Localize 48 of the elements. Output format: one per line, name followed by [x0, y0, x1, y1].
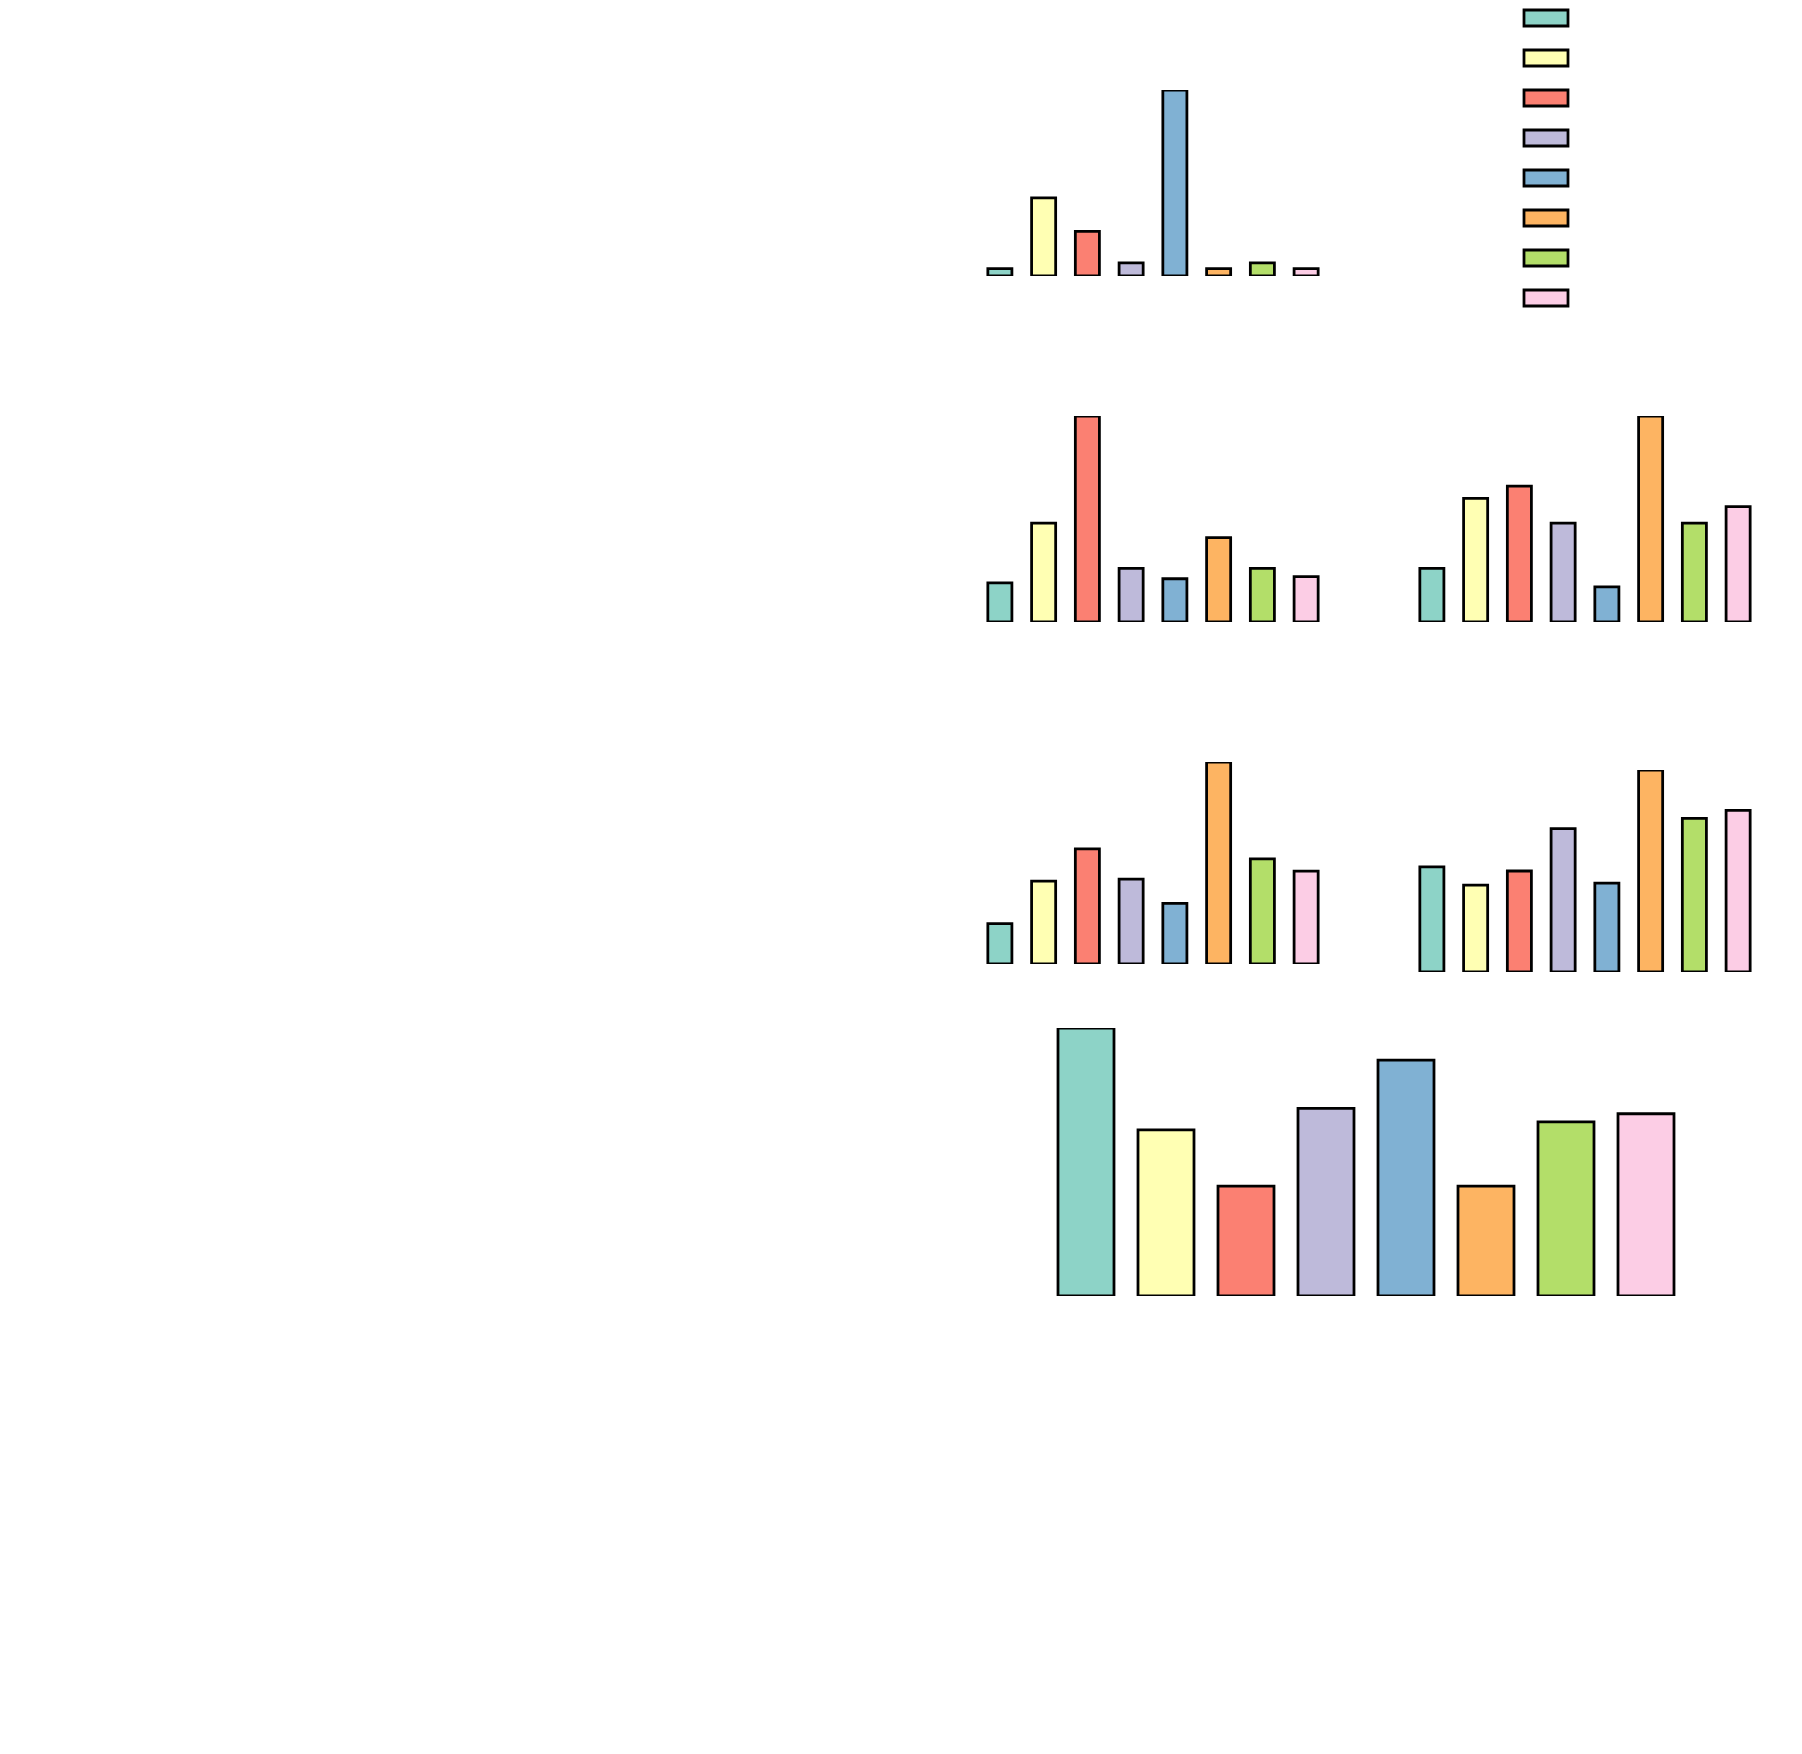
bar — [1117, 877, 1145, 964]
bar — [1724, 505, 1752, 622]
bar — [1536, 1120, 1596, 1296]
bar — [1030, 521, 1058, 622]
bar — [1637, 416, 1665, 622]
bar — [1376, 1058, 1436, 1296]
bar — [1296, 1107, 1356, 1296]
bar — [1593, 585, 1621, 622]
bar — [1549, 521, 1577, 622]
bar — [1462, 883, 1490, 972]
bar — [1505, 869, 1533, 972]
bar — [1549, 827, 1577, 972]
bar — [1292, 869, 1320, 964]
bar — [1030, 196, 1058, 276]
bar — [1248, 567, 1276, 622]
bar — [1216, 1184, 1276, 1296]
bar — [1073, 229, 1101, 276]
bar — [1073, 847, 1101, 964]
bar — [1680, 521, 1708, 622]
bar — [1056, 1028, 1116, 1296]
bar — [986, 267, 1014, 276]
bar — [1117, 261, 1145, 276]
bar — [1418, 567, 1446, 622]
bar — [1292, 267, 1320, 276]
bar — [1418, 865, 1446, 972]
bar — [986, 922, 1014, 964]
bar — [986, 581, 1014, 622]
bar — [1462, 497, 1490, 622]
bar — [1205, 762, 1233, 964]
bar — [1593, 881, 1621, 972]
bar — [1456, 1184, 1516, 1296]
bar — [1161, 90, 1189, 276]
bar — [1073, 416, 1101, 622]
bar — [1205, 267, 1233, 276]
bar — [1248, 261, 1276, 276]
bar — [1616, 1112, 1676, 1296]
bar — [1637, 770, 1665, 972]
bar — [1161, 577, 1189, 622]
bar — [1205, 536, 1233, 622]
bar — [1248, 857, 1276, 964]
bar — [1161, 902, 1189, 964]
bar — [1680, 817, 1708, 972]
bar — [1505, 484, 1533, 622]
bar — [1030, 879, 1058, 964]
bar — [1117, 567, 1145, 622]
bar — [1136, 1128, 1196, 1296]
bar — [1292, 575, 1320, 622]
bar — [1724, 809, 1752, 972]
